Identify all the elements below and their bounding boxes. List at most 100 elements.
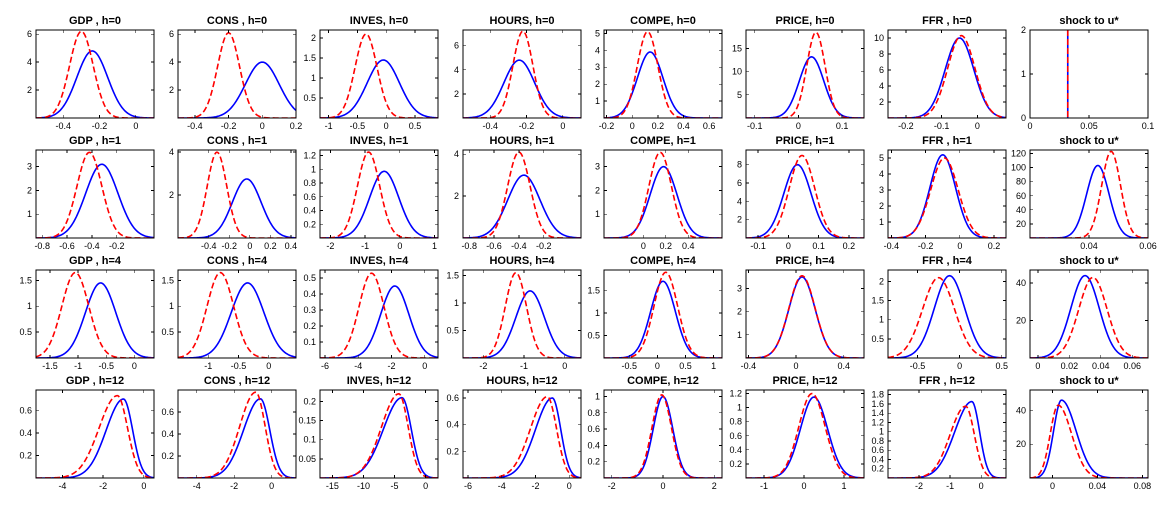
x-tick-label: 0 (260, 121, 265, 131)
y-tick-label: 0.8 (303, 178, 316, 188)
dashed-density-line (463, 30, 581, 118)
plot-frame (1029, 29, 1149, 119)
x-tick-label: 0.6 (703, 121, 716, 131)
panel-title: shock to u* (1059, 375, 1119, 387)
chart-panel-2: CONS , h=0 -0.4 -0.2 0 0.2 2 4 6 (169, 15, 302, 131)
chart-panel-15: FFR , h=1 -0.4 -0.2 0 0.2 1 2 3 4 5 (879, 135, 1007, 251)
x-tick-label: 0 (1035, 361, 1040, 371)
y-tick-label: 0.2 (303, 396, 316, 406)
dashed-density-line (604, 271, 722, 358)
x-tick-label: -2 (230, 481, 238, 491)
solid-density-line (178, 61, 296, 118)
solid-density-line (604, 280, 722, 358)
dashed-density-line (746, 275, 864, 358)
plot-frame (35, 389, 155, 479)
x-tick-label: -0.6 (486, 241, 502, 251)
dashed-density-line (888, 405, 1006, 478)
y-tick-label: 6 (169, 29, 174, 39)
plot-frame (462, 269, 582, 359)
y-tick-label: 0.2 (587, 457, 600, 467)
x-tick-label: -0.4 (201, 241, 217, 251)
plot-frame (603, 269, 723, 359)
x-tick-label: 0 (266, 361, 271, 371)
x-tick-label: 0.4 (285, 241, 298, 251)
y-tick-label: 1 (595, 209, 600, 219)
plot-frame (745, 29, 865, 119)
y-tick-label: 0.8 (729, 417, 742, 427)
x-tick-label: 0 (133, 121, 138, 131)
x-tick-label: -1 (946, 481, 954, 491)
x-tick-label: 0 (560, 121, 565, 131)
solid-density-line (888, 274, 1006, 358)
panel-title: PRICE, h=4 (776, 255, 836, 267)
y-tick-label: 3 (595, 62, 600, 72)
panel-title: GDP , h=1 (69, 135, 121, 147)
y-tick-label: 1 (27, 209, 32, 219)
dashed-density-line (746, 31, 864, 118)
x-tick-label: 0.02 (1061, 361, 1079, 371)
y-tick-label: 0.8 (871, 436, 884, 446)
x-tick-label: -2 (608, 481, 616, 491)
y-tick-label: 0.6 (19, 405, 32, 415)
y-tick-label: 2 (595, 79, 600, 89)
y-tick-label: 1 (737, 330, 742, 340)
y-tick-label: 1.5 (303, 53, 316, 63)
chart-panel-14: PRICE, h=1 -0.1 0 0.1 0.2 2 4 6 8 (737, 135, 865, 251)
y-tick-label: 0.4 (19, 428, 32, 438)
solid-density-line (36, 282, 154, 358)
x-tick-label: 0 (397, 241, 402, 251)
x-tick-label: 0.04 (1092, 361, 1110, 371)
solid-density-line (746, 56, 864, 118)
y-tick-label: 2 (879, 276, 884, 286)
x-tick-label: -0.4 (482, 121, 498, 131)
y-tick-label: 40 (1016, 205, 1026, 215)
x-tick-label: 0.5 (409, 121, 422, 131)
x-tick-label: -0.2 (536, 241, 552, 251)
x-tick-label: 0.2 (264, 241, 277, 251)
chart-panel-31: FFR , h=12 -2 -1 0 0.20.40.60.811.21.41.61.8 (871, 375, 1007, 491)
y-tick-label: 8 (879, 49, 884, 59)
dashed-density-line (36, 30, 154, 118)
chart-panel-12: HOURS, h=1 -0.8 -0.6 -0.4 -0.2 2 4 (454, 135, 582, 251)
chart-panel-8: shock to u* 0 0.05 0.1 0 1 2 (1021, 15, 1154, 131)
x-tick-label: 0 (269, 481, 274, 491)
chart-panel-22: PRICE, h=4 -0.4 0 0.4 1 2 3 (737, 255, 865, 371)
plot-frame (319, 389, 439, 479)
y-tick-label: 0.6 (871, 445, 884, 455)
y-tick-label: 0.3 (303, 305, 316, 315)
solid-density-line (888, 153, 1006, 238)
solid-density-line (178, 282, 296, 358)
x-tick-label: 0 (794, 361, 799, 371)
dashed-density-line (36, 394, 154, 478)
plot-frame (603, 149, 723, 239)
y-tick-label: 2 (595, 185, 600, 195)
y-tick-label: 1.5 (446, 271, 459, 281)
solid-density-line (320, 285, 438, 358)
x-tick-label: 0.4 (837, 361, 850, 371)
y-tick-label: 0.4 (871, 454, 884, 464)
y-tick-label: 0.15 (298, 416, 316, 426)
chart-panel-23: FFR , h=4 -0.5 0 0.5 0.5 1 1.5 2 (871, 255, 1008, 371)
chart-panel-25: GDP , h=12 -4 -2 0 0.2 0.4 0.6 (19, 375, 155, 491)
chart-panel-11: INVES, h=1 -2 -1 0 1 0.2 0.4 0.6 0.8 1 1.2 (303, 135, 439, 251)
plot-frame (177, 149, 297, 239)
x-tick-label: 0 (141, 481, 146, 491)
x-tick-label: -0.5 (231, 361, 247, 371)
dashed-density-line (36, 151, 154, 238)
x-tick-label: 0 (660, 481, 665, 491)
x-tick-label: 0.5 (679, 361, 692, 371)
y-tick-label: 0.4 (446, 420, 459, 430)
dashed-density-line (463, 271, 581, 358)
solid-density-line (320, 170, 438, 238)
x-tick-label: -0.8 (34, 241, 50, 251)
x-tick-label: -6 (464, 481, 472, 491)
y-tick-label: 1.5 (161, 275, 174, 285)
y-tick-label: 4 (595, 45, 600, 55)
y-tick-label: 1.2 (871, 417, 884, 427)
plot-frame (1029, 149, 1149, 239)
panel-title: FFR , h=0 (922, 15, 972, 27)
x-tick-label: -6 (321, 361, 329, 371)
panel-title: HOURS, h=0 (489, 15, 554, 27)
chart-panel-3: INVES, h=0 -1 -0.5 0 0.5 0.5 1 1.5 2 (303, 15, 439, 131)
